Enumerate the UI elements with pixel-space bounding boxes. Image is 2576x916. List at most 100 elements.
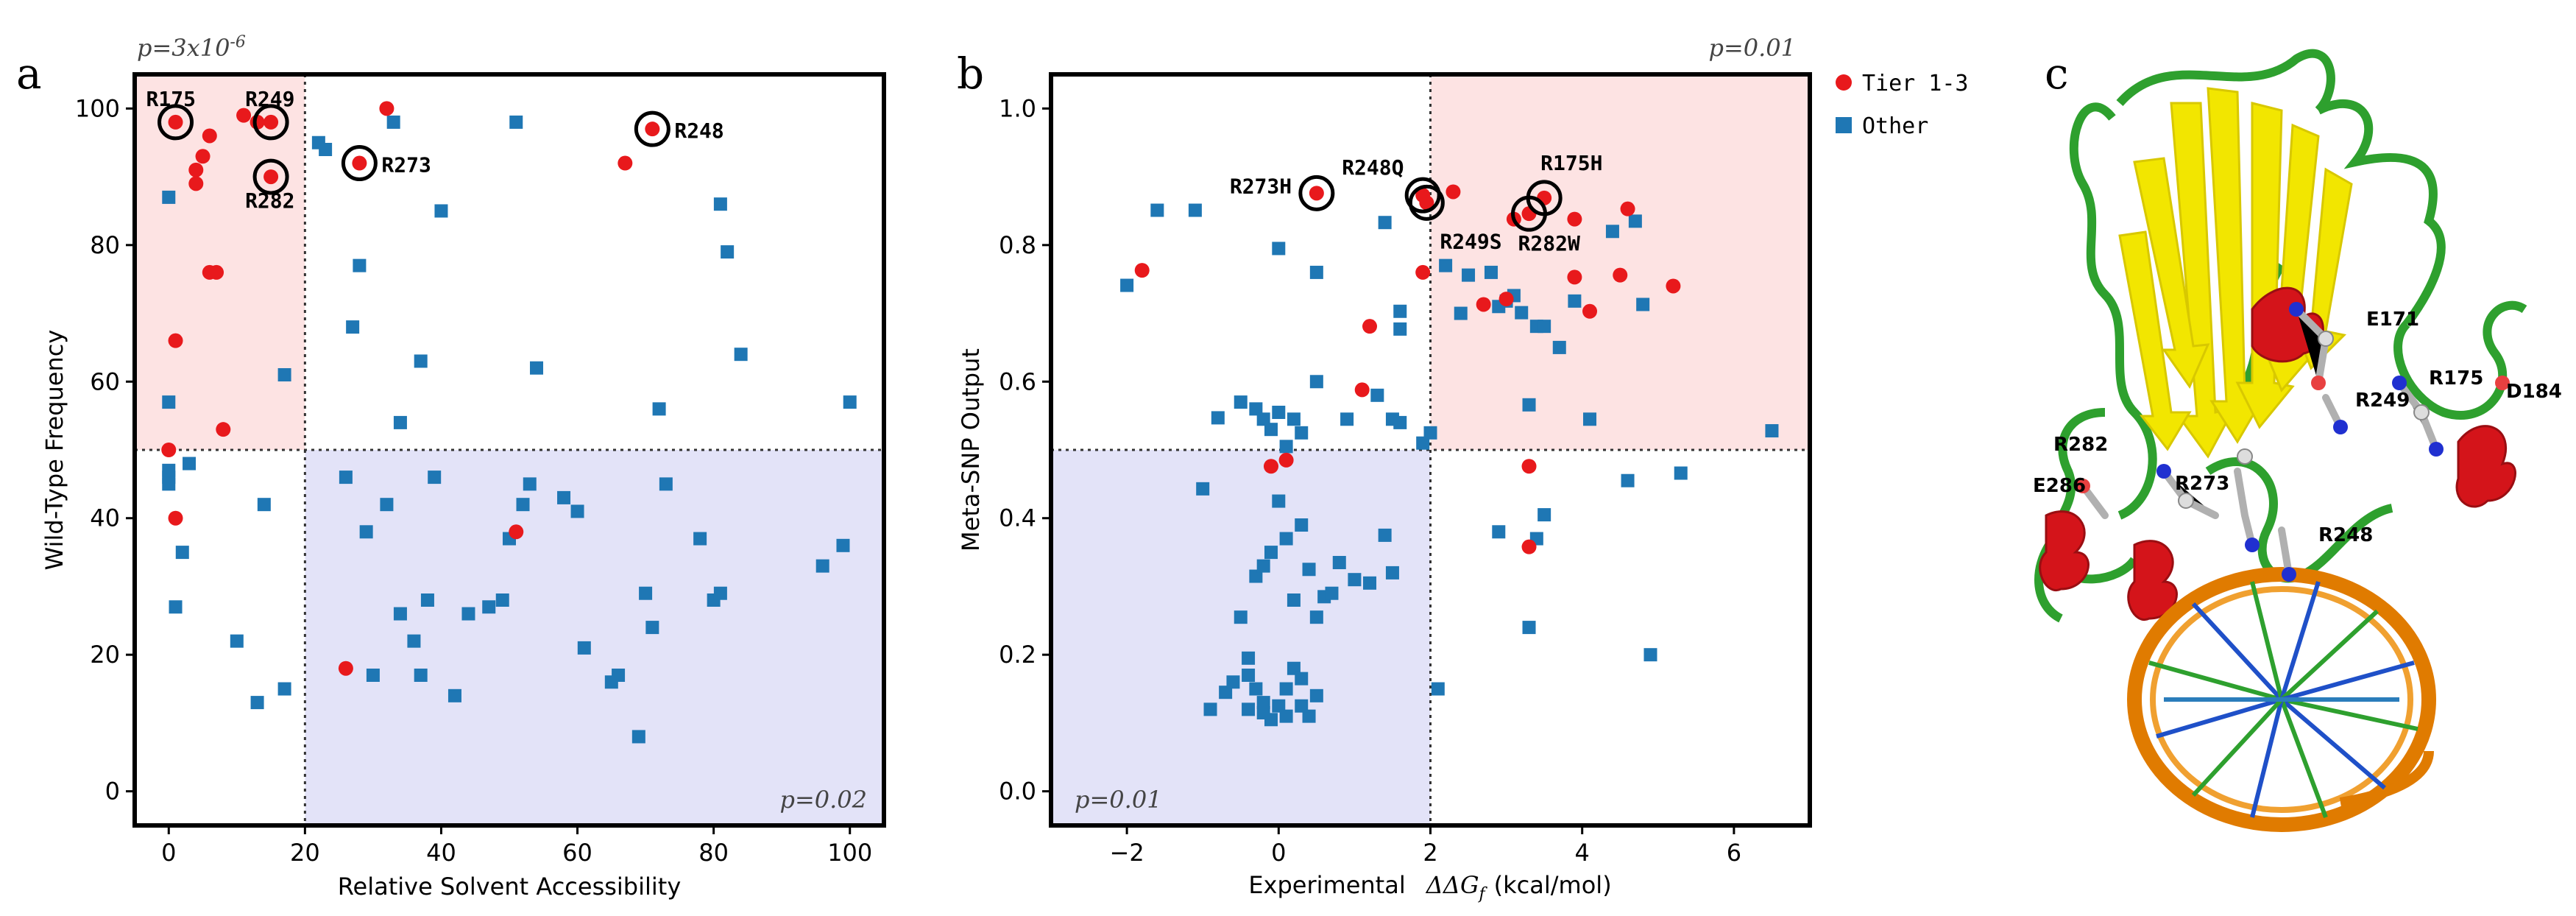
- data-point-other: [1249, 569, 1263, 583]
- data-point-other: [1242, 702, 1256, 716]
- data-point-other: [1385, 566, 1399, 579]
- data-point-tier: [195, 149, 210, 164]
- data-point-other: [1272, 406, 1286, 419]
- y-tick-label: 0.0: [999, 778, 1036, 806]
- annotation-label: R249: [245, 87, 294, 111]
- highlight-ring: [158, 104, 194, 141]
- y-axis-label-a: Wild-Type Frequency: [40, 330, 68, 571]
- x-tick-label: 4: [1575, 839, 1590, 867]
- data-point-other: [1279, 532, 1293, 546]
- data-point-other: [183, 457, 197, 471]
- data-point-tier: [1613, 267, 1628, 283]
- data-point-tier: [263, 169, 279, 185]
- annotation-label: R175H: [1540, 151, 1602, 175]
- residue-label: E171: [2366, 309, 2419, 331]
- data-point-other: [530, 361, 544, 375]
- data-point-other: [1203, 702, 1217, 716]
- highlight-ring: [1408, 184, 1445, 221]
- data-point-other: [1621, 473, 1635, 487]
- data-point-tier: [1521, 539, 1537, 554]
- data-point-other: [380, 498, 394, 512]
- data-point-other: [1249, 402, 1263, 416]
- panel-letter-c: c: [2045, 49, 2068, 99]
- y-tick-label: 0.4: [999, 504, 1036, 532]
- data-point-tier: [509, 524, 524, 540]
- data-point-other: [1393, 415, 1407, 429]
- data-point-tier: [168, 333, 183, 348]
- data-point-other: [1234, 610, 1248, 624]
- legend: Tier 1-3 Other: [1836, 71, 1969, 139]
- x-tick-label: 60: [562, 839, 592, 867]
- x-tick-label: 0: [1271, 839, 1286, 867]
- data-point-other: [1363, 576, 1377, 590]
- data-point-other: [162, 463, 176, 477]
- annotation-label: R282: [245, 189, 294, 213]
- data-point-other: [713, 586, 727, 600]
- data-point-other: [346, 320, 360, 334]
- data-point-other: [516, 498, 530, 512]
- data-point-other: [393, 415, 407, 429]
- annotation-label: R248: [674, 119, 723, 143]
- p-value-bottom-a: p=0.02: [779, 786, 867, 814]
- data-point-other: [557, 490, 571, 504]
- data-point-other: [1370, 388, 1384, 402]
- data-point-other: [366, 669, 380, 682]
- data-point-other: [319, 143, 333, 156]
- data-point-other: [277, 682, 291, 696]
- data-point-other: [1256, 696, 1270, 710]
- data-point-tier: [1415, 264, 1431, 280]
- data-point-other: [612, 669, 626, 682]
- x-tick-label: 2: [1423, 839, 1437, 867]
- y-tick-label: 0.8: [999, 231, 1036, 259]
- residue-label: D184: [2506, 381, 2562, 403]
- y-tick-label: 0.2: [999, 641, 1036, 669]
- data-point-tier: [1362, 319, 1378, 334]
- residue-label: R273: [2175, 473, 2229, 495]
- x-axis-label-a: Relative Solvent Accessibility: [338, 873, 682, 901]
- data-point-other: [359, 525, 373, 539]
- data-point-tier: [1134, 263, 1150, 278]
- data-point-other: [843, 395, 857, 409]
- data-point-other: [1264, 423, 1278, 437]
- data-point-tier: [188, 162, 204, 177]
- data-point-other: [645, 621, 659, 635]
- data-point-other: [693, 532, 707, 546]
- quadrant-region-blue: [305, 450, 884, 825]
- data-point-other: [393, 607, 407, 621]
- data-point-tier: [1498, 292, 1514, 307]
- annotation-label: R248Q: [1342, 155, 1404, 180]
- data-point-other: [659, 477, 673, 491]
- data-point-other: [1279, 709, 1293, 723]
- data-point-tier: [1666, 278, 1681, 294]
- data-point-other: [1538, 320, 1551, 334]
- residue-label: R175: [2429, 367, 2483, 390]
- data-point-tier: [209, 264, 224, 280]
- data-point-other: [1309, 265, 1323, 279]
- data-point-other: [339, 471, 353, 485]
- data-point-other: [1674, 466, 1688, 480]
- data-point-other: [1462, 268, 1476, 282]
- data-point-other: [734, 348, 748, 362]
- x-axis-label-b: Experimental ΔΔGf (kcal/mol): [1248, 871, 1611, 903]
- data-point-tier: [263, 114, 279, 130]
- highlight-ring: [252, 158, 289, 195]
- data-point-other: [1264, 546, 1278, 560]
- data-point-other: [1416, 436, 1430, 450]
- highlight-ring: [1511, 195, 1548, 232]
- data-point-other: [721, 245, 735, 259]
- data-point-other: [1242, 651, 1256, 665]
- data-point-other: [1439, 258, 1453, 272]
- data-point-other: [257, 498, 271, 512]
- data-point-other: [1636, 297, 1650, 311]
- data-point-other: [1188, 203, 1202, 217]
- data-point-other: [1765, 424, 1779, 438]
- data-point-other: [1272, 242, 1286, 256]
- data-point-tier: [202, 128, 217, 144]
- data-point-other: [230, 634, 244, 648]
- data-point-other: [1211, 411, 1225, 425]
- data-point-other: [1219, 686, 1233, 700]
- residue-label: R248: [2318, 524, 2373, 546]
- data-point-tier: [1419, 195, 1434, 211]
- y-tick-label: 0: [105, 778, 120, 806]
- data-point-other: [1325, 586, 1339, 600]
